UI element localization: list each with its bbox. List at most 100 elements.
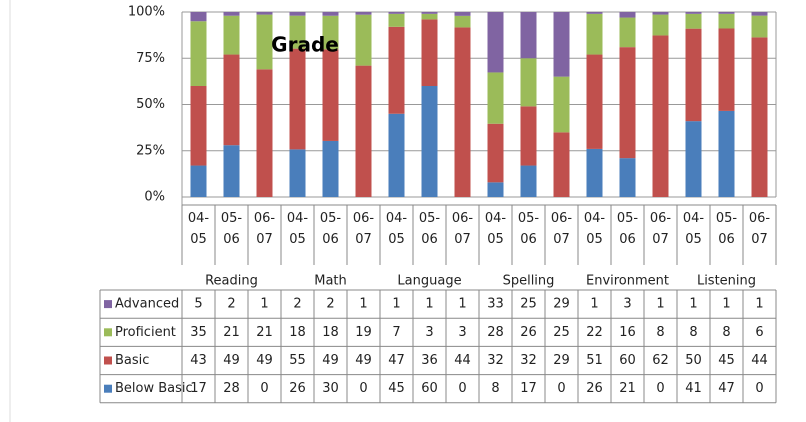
table-cell: 60 [421, 381, 438, 396]
category-label: 05-06 [320, 211, 342, 247]
bar-segment [553, 76, 570, 133]
table-cell: 49 [256, 353, 273, 368]
legend-swatch [104, 356, 112, 365]
group-label: Language [397, 274, 461, 289]
table-cell: 32 [487, 353, 504, 368]
table-cell: 41 [685, 381, 702, 396]
bar-segment [421, 86, 438, 197]
table-cell: 49 [322, 353, 339, 368]
category-label-part: 04- [683, 211, 705, 226]
bar-segment [190, 86, 207, 166]
bar-segment [652, 12, 669, 15]
table-cell: 28 [487, 325, 504, 340]
bar-segment [652, 14, 669, 36]
category-label: 06-07 [650, 211, 672, 247]
category-label-part: 07 [355, 232, 372, 247]
category-label-part: 05- [221, 211, 243, 226]
table-cell: 45 [718, 353, 735, 368]
category-label-part: 07 [454, 232, 471, 247]
category-label: 06-07 [353, 211, 375, 247]
table-cell: 51 [586, 353, 603, 368]
table-cell: 28 [223, 381, 240, 396]
table-cell: 1 [260, 297, 268, 312]
table-cell: 3 [623, 297, 631, 312]
category-label-part: 05 [289, 232, 306, 247]
bar-segment [388, 13, 405, 27]
category-label-part: 05- [419, 211, 441, 226]
table-cell: 44 [454, 353, 471, 368]
bar-segment [718, 13, 735, 29]
category-label: 04-05 [386, 211, 408, 247]
bar-segment [454, 15, 471, 28]
bar-segment [256, 69, 273, 197]
table-cell: 0 [359, 381, 367, 396]
bar-segment [421, 12, 438, 14]
bar-segment [520, 165, 537, 197]
bar-segment [322, 12, 339, 16]
table-cell: 3 [425, 325, 433, 340]
table-cell: 2 [293, 297, 301, 312]
table-cell: 30 [322, 381, 339, 396]
category-label-part: 07 [751, 232, 768, 247]
category-label-part: 06- [749, 211, 771, 226]
bar-segment [520, 106, 537, 166]
category-label-part: 07 [652, 232, 669, 247]
bar-segment [586, 54, 603, 149]
bar-segment [355, 12, 372, 15]
bar-segment [190, 12, 207, 22]
bar-segment [421, 13, 438, 20]
category-label-part: 05- [518, 211, 540, 226]
table-cell: 0 [656, 381, 664, 396]
table-cell: 26 [520, 325, 537, 340]
bar-segment [619, 12, 636, 18]
table-cell: 18 [289, 325, 306, 340]
table-cell: 1 [689, 297, 697, 312]
bar-segment [322, 140, 339, 197]
category-label-part: 05 [586, 232, 603, 247]
legend-label: Proficient [115, 325, 176, 340]
bar-segment [223, 12, 240, 16]
table-cell: 43 [190, 353, 207, 368]
table-cell: 8 [722, 325, 730, 340]
table-cell: 25 [553, 325, 570, 340]
table-cell: 7 [392, 325, 400, 340]
y-tick-label: 25% [136, 143, 165, 158]
category-label: 05-06 [716, 211, 738, 247]
table-cell: 0 [755, 381, 763, 396]
category-label: 06-07 [551, 211, 573, 247]
bar-segment [751, 37, 768, 198]
bar-segment [751, 15, 768, 38]
category-label-part: 07 [553, 232, 570, 247]
bar-segment [322, 15, 339, 50]
category-label-part: 04- [386, 211, 408, 226]
bar-segment [586, 12, 603, 14]
table-cell: 49 [223, 353, 240, 368]
table-cell: 2 [227, 297, 235, 312]
category-label-part: 06- [452, 211, 474, 226]
table-cell: 1 [392, 297, 400, 312]
bar-segment [685, 28, 702, 122]
group-label: Math [314, 274, 347, 289]
bar-segment [751, 12, 768, 16]
table-cell: 1 [458, 297, 466, 312]
table-cell: 21 [619, 381, 636, 396]
bar-segment [652, 35, 669, 198]
category-label-part: 04- [188, 211, 210, 226]
category-label: 05-06 [221, 211, 243, 247]
table-cell: 21 [223, 325, 240, 340]
bar-segment [487, 182, 504, 197]
table-cell: 17 [520, 381, 537, 396]
table-cell: 0 [458, 381, 466, 396]
bar-segment [487, 72, 504, 124]
category-label-part: 05 [190, 232, 207, 247]
bar-segment [289, 48, 306, 150]
table-cell: 55 [289, 353, 306, 368]
group-label: Environment [586, 274, 669, 289]
bar-segment [223, 54, 240, 146]
bar-segment [289, 12, 306, 16]
bar-segment [487, 123, 504, 183]
bar-segment [718, 12, 735, 14]
bar-segment [685, 12, 702, 14]
bar-segment [322, 49, 339, 141]
category-label-part: 06 [223, 232, 240, 247]
